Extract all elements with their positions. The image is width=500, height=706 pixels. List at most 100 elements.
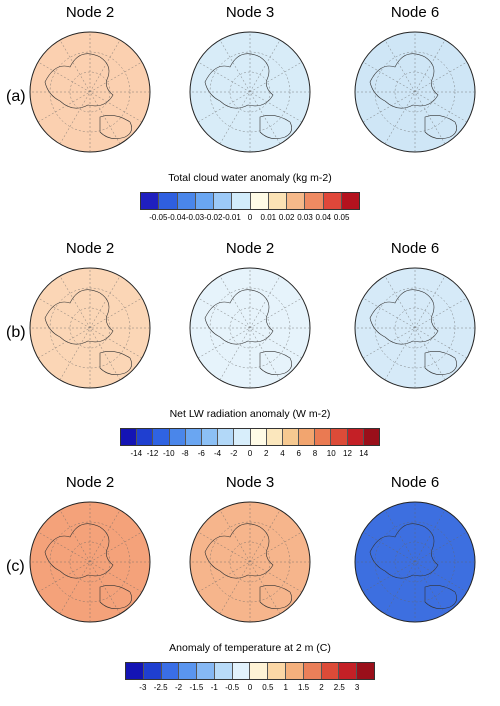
polar-map	[29, 501, 151, 623]
colorbar-ticks: -0.05 -0.04 -0.03 -0.02 -0.01 0 0.01 0.02 0.03 0.…	[140, 213, 360, 225]
colorbar-tick-label: -12	[146, 449, 159, 458]
colorbar-swatch	[323, 193, 342, 209]
colorbar-tick-label: -0.03	[185, 213, 205, 222]
colorbar-swatch	[214, 663, 233, 679]
coastline	[204, 523, 274, 579]
colorbar-swatch	[250, 663, 269, 679]
polar-map	[354, 501, 476, 623]
coastline	[424, 351, 457, 375]
colorbar-swatch	[287, 193, 306, 209]
colorbar-swatch	[305, 193, 324, 209]
colorbar-swatch	[357, 663, 374, 679]
meridian	[37, 297, 143, 359]
colorbar-tick-label: -0.02	[204, 213, 223, 222]
colorbar-swatch	[177, 193, 196, 209]
colorbar-swatch	[214, 193, 233, 209]
colorbar-swatch	[137, 429, 154, 445]
row-label: (b)	[6, 324, 26, 341]
meridian	[362, 531, 468, 593]
coastline	[424, 585, 457, 609]
colorbar-ticks: -3 -2.5 -2 -1.5 -1 -0.5 0 0.5 1 1.5 2 2.5 3	[125, 683, 375, 695]
colorbar-tick-label: 0.5	[262, 683, 274, 692]
colorbar-tick-label: -2	[175, 683, 183, 692]
colorbar-swatch	[179, 663, 198, 679]
colorbar-swatch	[331, 429, 348, 445]
coastline	[369, 289, 439, 345]
colorbar-tick-label: -14	[130, 449, 143, 458]
coastline	[99, 115, 132, 139]
colorbar-tick-label: 8	[312, 449, 318, 458]
coastline	[259, 351, 292, 375]
coastline	[369, 53, 439, 109]
colorbar-swatch	[185, 429, 202, 445]
colorbar-swatch	[232, 193, 251, 209]
polar-map	[29, 267, 151, 389]
colorbar-tick-label: -0.01	[222, 213, 241, 222]
colorbar-swatch	[126, 663, 144, 679]
node-title: Node 2	[65, 240, 115, 257]
colorbar-swatch	[315, 429, 332, 445]
colorbar-swatch	[141, 193, 160, 209]
colorbar	[140, 192, 360, 210]
colorbar-swatch	[169, 429, 186, 445]
colorbar-tick-label: 12	[343, 449, 352, 458]
colorbar-tick-label: 4	[280, 449, 285, 458]
colorbar-swatch	[266, 429, 283, 445]
colorbar-tick-label: 2	[264, 449, 269, 458]
colorbar-tick-label: -0.05	[149, 213, 168, 222]
node-title: Node 6	[390, 4, 440, 21]
colorbar-tick-label: 0	[247, 449, 253, 458]
colorbar-title: Net LW radiation anomaly (W m-2)	[169, 408, 331, 420]
meridian	[362, 61, 468, 123]
meridian	[37, 61, 143, 123]
colorbar-tick-label: -6	[197, 449, 205, 458]
colorbar-swatch	[218, 429, 235, 445]
colorbar-swatch	[363, 429, 379, 445]
colorbar-swatch	[282, 429, 300, 445]
meridian	[197, 297, 303, 359]
coastline	[99, 351, 132, 375]
colorbar-swatch	[321, 663, 340, 679]
colorbar-tick-label: 6	[296, 449, 301, 458]
colorbar-swatch	[341, 193, 359, 209]
coastline	[259, 115, 292, 139]
colorbar-swatch	[250, 429, 267, 445]
polar-map	[189, 31, 311, 153]
polar-map	[189, 267, 311, 389]
coastline	[204, 289, 274, 345]
node-title: Node 6	[390, 474, 440, 491]
colorbar-swatch	[286, 663, 304, 679]
node-title: Node 2	[65, 474, 115, 491]
colorbar-swatch	[268, 193, 287, 209]
node-title: Node 6	[390, 240, 440, 257]
meridian	[362, 297, 468, 359]
colorbar-tick-label: 2	[319, 683, 324, 692]
polar-map	[354, 31, 476, 153]
colorbar-tick-label: -10	[162, 449, 175, 458]
colorbar-tick-label: -2.5	[153, 683, 168, 692]
colorbar-swatch	[201, 429, 219, 445]
colorbar-tick-label: -2	[230, 449, 238, 458]
polar-map	[354, 267, 476, 389]
colorbar-tick-label: 0.01	[260, 213, 277, 222]
colorbar-tick-label: -4	[213, 449, 222, 458]
colorbar-tick-label: 1	[283, 683, 288, 692]
colorbar-tick-label: 2.5	[333, 683, 345, 692]
colorbar-tick-label: 14	[359, 449, 369, 458]
coastline	[369, 523, 439, 579]
colorbar	[120, 428, 380, 446]
colorbar-tick-label: 3	[354, 683, 360, 692]
coastline	[99, 585, 132, 609]
colorbar-swatch	[250, 193, 269, 209]
row-label: (a)	[6, 88, 26, 105]
colorbar-swatch	[143, 663, 162, 679]
colorbar-swatch	[347, 429, 364, 445]
colorbar-tick-label: 0	[247, 213, 253, 222]
panel-2: (c) Node 2 Node 3 Node 6 Anomaly of temperat…	[0, 470, 500, 706]
colorbar-ticks: -14 -12 -10 -8 -6 -4 -2 0 2 4 6 8 10 12 14	[120, 449, 380, 461]
row-label: (c)	[6, 558, 25, 575]
colorbar-swatch	[234, 429, 251, 445]
coastline	[44, 53, 114, 109]
node-title: Node 3	[225, 474, 275, 491]
meridian	[197, 61, 303, 123]
